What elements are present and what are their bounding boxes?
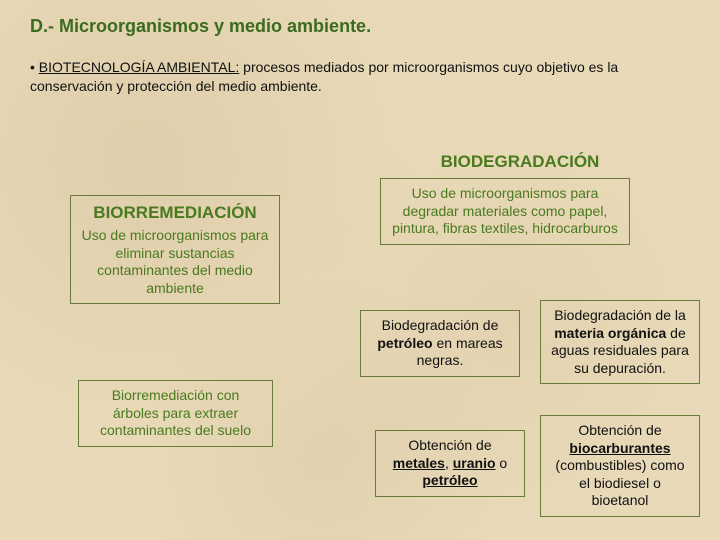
biorremediacion-box: BIORREMEDIACIÓN Uso de microorganismos p… xyxy=(70,195,280,304)
materia-organica-box: Biodegradación de la materia orgánica de… xyxy=(540,300,700,384)
intro-text: • BIOTECNOLOGÍA AMBIENTAL: procesos medi… xyxy=(30,58,690,96)
biocarb-bold: biocarburantes xyxy=(569,440,670,456)
petroleo-box: Biodegradación de petróleo en mareas neg… xyxy=(360,310,520,377)
metales-b3: petróleo xyxy=(422,472,477,488)
biocarb-post: (combustibles) como el biodiesel o bioet… xyxy=(555,457,684,508)
metales-b1: metales xyxy=(393,455,445,471)
biocarburantes-box: Obtención de biocarburantes (combustible… xyxy=(540,415,700,517)
petro-pre: Biodegradación de xyxy=(382,317,499,333)
metales-sep2: o xyxy=(496,455,508,471)
organica-bold: materia orgánica xyxy=(554,325,666,341)
metales-box: Obtención de metales, uranio o petróleo xyxy=(375,430,525,497)
biocarb-pre: Obtención de xyxy=(578,422,661,438)
biorremediacion-arboles-box: Biorremediación con árboles para extraer… xyxy=(78,380,273,447)
biorremediacion-header: BIORREMEDIACIÓN xyxy=(81,202,269,223)
metales-pre: Obtención de xyxy=(408,437,491,453)
biorremediacion-desc: Uso de microorganismos para eliminar sus… xyxy=(81,227,269,297)
intro-bullet: • xyxy=(30,59,39,75)
page-title: D.- Microorganismos y medio ambiente. xyxy=(30,16,371,37)
metales-sep: , xyxy=(445,455,453,471)
metales-b2: uranio xyxy=(453,455,496,471)
intro-label: BIOTECNOLOGÍA AMBIENTAL: xyxy=(39,59,239,75)
organica-pre: Biodegradación de la xyxy=(554,307,686,323)
biodegradacion-desc-box: Uso de microorganismos para degradar mat… xyxy=(380,178,630,245)
biodegradacion-header: BIODEGRADACIÓN xyxy=(420,152,620,172)
petro-bold: petróleo xyxy=(377,335,432,351)
